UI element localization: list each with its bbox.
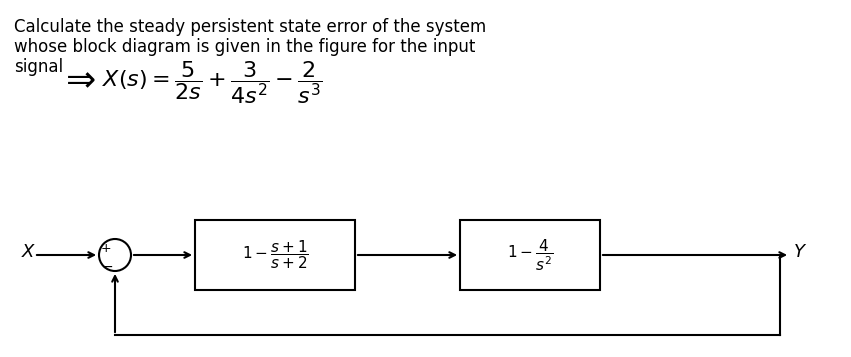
Text: $1-\dfrac{s+1}{s+2}$: $1-\dfrac{s+1}{s+2}$ bbox=[242, 238, 308, 271]
Bar bbox=[195, 220, 355, 290]
Text: X: X bbox=[22, 243, 34, 261]
Bar bbox=[460, 220, 600, 290]
Text: $\Rightarrow$: $\Rightarrow$ bbox=[58, 62, 95, 96]
Text: Calculate the steady persistent state error of the system: Calculate the steady persistent state er… bbox=[14, 18, 486, 36]
Text: signal: signal bbox=[14, 58, 63, 76]
Text: −: − bbox=[101, 260, 113, 274]
Text: whose block diagram is given in the figure for the input: whose block diagram is given in the figu… bbox=[14, 38, 476, 56]
Text: Y: Y bbox=[794, 243, 805, 261]
Text: +: + bbox=[100, 241, 111, 255]
Text: $X(s) = \dfrac{5}{2s}+\dfrac{3}{4s^2}-\dfrac{2}{s^3}$: $X(s) = \dfrac{5}{2s}+\dfrac{3}{4s^2}-\d… bbox=[102, 59, 323, 106]
Text: $1-\dfrac{4}{s^2}$: $1-\dfrac{4}{s^2}$ bbox=[507, 237, 553, 273]
